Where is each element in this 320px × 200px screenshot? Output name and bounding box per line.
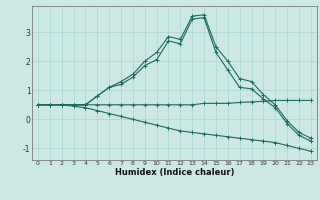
- X-axis label: Humidex (Indice chaleur): Humidex (Indice chaleur): [115, 168, 234, 177]
